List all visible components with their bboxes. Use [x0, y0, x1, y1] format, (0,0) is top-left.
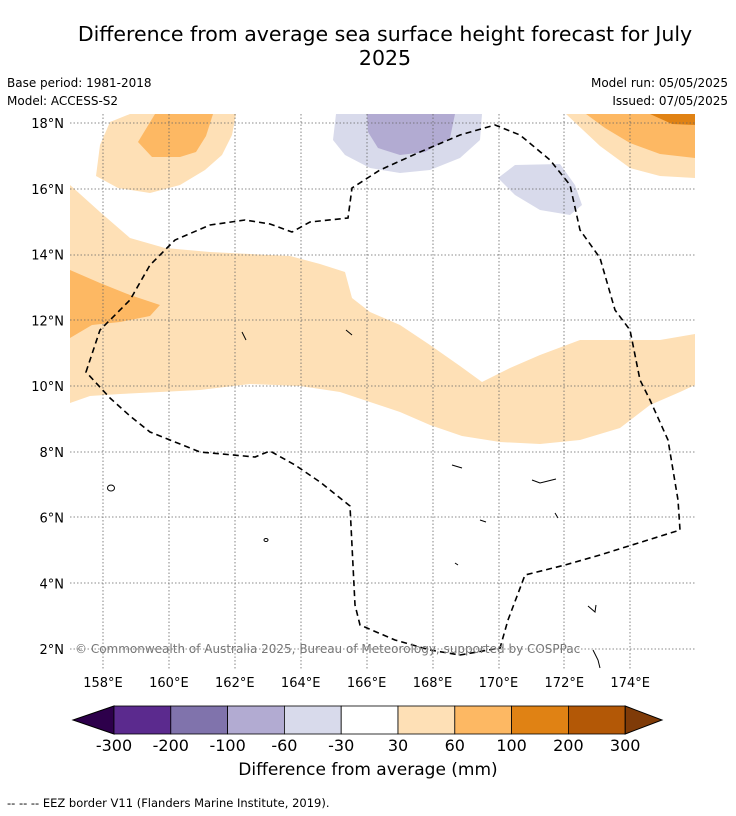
colorbar-tick-label: -100 [209, 736, 245, 755]
latitude-label: 2°N [40, 643, 65, 658]
contour-30-60-band [70, 185, 695, 444]
contour-neg60-neg30-east [498, 164, 582, 215]
longitude-label: 162°E [215, 676, 255, 691]
map-title: Difference from average sea surface heig… [77, 22, 693, 70]
latitude-label: 18°N [31, 117, 64, 132]
base-period-text: Base period: 1981-2018 [7, 76, 152, 90]
colorbar-tick-label: 200 [553, 736, 584, 755]
colorbar-tick-label: -60 [271, 736, 297, 755]
longitude-label: 158°E [83, 676, 123, 691]
colorbar-tick-label: 30 [388, 736, 408, 755]
colorbar-bin [397, 705, 456, 735]
issued-text: Issued: 07/05/2025 [612, 94, 728, 108]
colorbar-tick-label: -30 [328, 736, 354, 755]
colorbar-bin [227, 705, 285, 735]
colorbar-tick-label: -300 [96, 736, 132, 755]
colorbar-bin [283, 705, 342, 735]
latitude-label: 6°N [40, 512, 65, 527]
longitude-label: 170°E [479, 676, 519, 691]
colorbar-tick-label: 300 [610, 736, 641, 755]
colorbar-bin [113, 705, 172, 735]
colorbar-extend-low [71, 705, 115, 735]
colorbar-extend-high [624, 705, 664, 735]
latitude-label: 12°N [31, 314, 64, 329]
colorbar-label: Difference from average (mm) [238, 760, 498, 780]
map-area [70, 114, 695, 669]
colorbar-bin [568, 705, 626, 735]
colorbar-bin [340, 705, 399, 735]
longitude-label: 168°E [413, 676, 453, 691]
colorbar [71, 705, 664, 735]
latitude-labels: 18°N 16°N 14°N 12°N 10°N 8°N 6°N 4°N 2°N [31, 117, 64, 658]
colorbar-bin [454, 705, 512, 735]
islands [107, 329, 601, 669]
colorbar-tick-label: -200 [153, 736, 189, 755]
longitude-labels: 158°E 160°E 162°E 164°E 166°E 168°E 170°E 172°E… [83, 676, 650, 691]
longitude-label: 172°E [545, 676, 585, 691]
model-text: Model: ACCESS-S2 [7, 94, 119, 108]
longitude-label: 160°E [149, 676, 189, 691]
longitude-label: 166°E [347, 676, 387, 691]
copyright-text: © Commonwealth of Australia 2025, Bureau… [75, 642, 580, 656]
latitude-label: 16°N [31, 183, 64, 198]
model-run-text: Model run: 05/05/2025 [590, 76, 728, 90]
colorbar-tick-label: 60 [445, 736, 465, 755]
colorbar-tick-label: 100 [496, 736, 527, 755]
colorbar-bin [170, 705, 229, 735]
contour-60-100-northeast [586, 114, 695, 158]
meta-left: Base period: 1981-2018 Model: ACCESS-S2 [7, 74, 152, 110]
eez-border [85, 124, 681, 656]
longitude-label: 164°E [281, 676, 321, 691]
contour-100-200-northeast [650, 114, 695, 125]
latitude-label: 4°N [40, 577, 65, 592]
longitude-label: 174°E [610, 676, 650, 691]
footer-note: -- -- -- EEZ border V11 (Flanders Marine… [7, 796, 330, 810]
latitude-label: 10°N [31, 380, 64, 395]
meta-right: Model run: 05/05/2025 Issued: 07/05/2025 [591, 74, 728, 110]
latitude-label: 8°N [40, 446, 65, 461]
colorbar-bin [511, 705, 569, 735]
colorbar-tick-labels: -300 -200 -100 -60 -30 30 60 100 200 300 [96, 736, 641, 755]
contour-neg100-neg60-north [367, 114, 455, 155]
latitude-label: 14°N [31, 249, 64, 264]
contour-60-100-west [70, 270, 160, 338]
contour-60-100-northwest [138, 114, 213, 157]
